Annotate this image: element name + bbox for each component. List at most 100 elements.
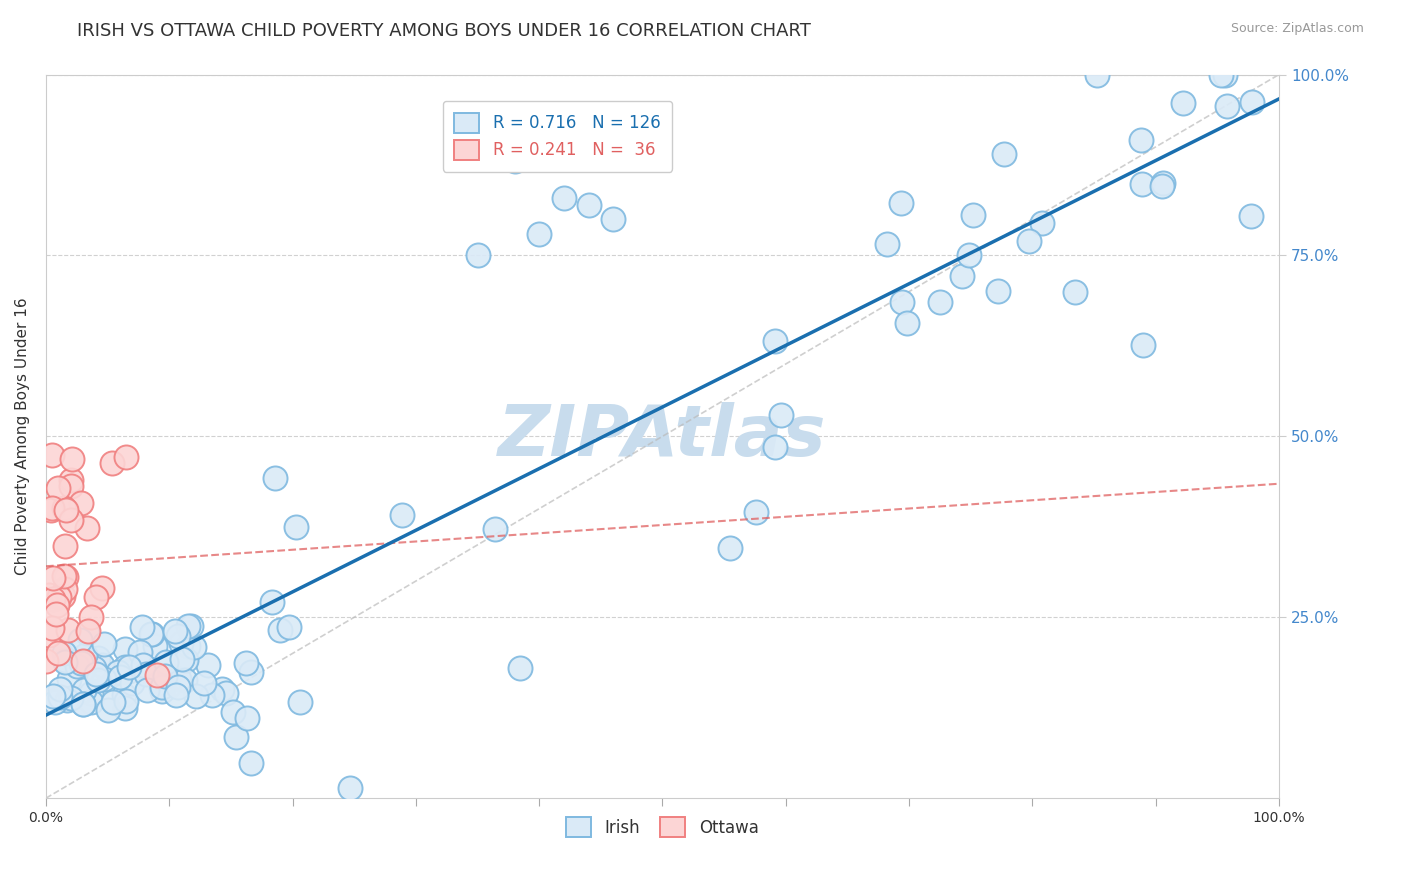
- Point: [84, 667, 107, 681]
- Point: [93, 638, 115, 652]
- Point: [211, 682, 233, 697]
- Point: [155, 668, 177, 682]
- Point: [143, 640, 166, 654]
- Point: [101, 457, 124, 471]
- Point: [1171, 96, 1194, 111]
- Point: [201, 688, 224, 702]
- Point: [1130, 178, 1153, 192]
- Point: [80, 695, 103, 709]
- Point: [56, 623, 79, 637]
- Point: [236, 711, 259, 725]
- Point: [150, 680, 173, 694]
- Point: [193, 676, 215, 690]
- Point: [135, 666, 157, 681]
- Point: [83, 662, 105, 676]
- Point: [55, 693, 77, 707]
- Point: [962, 208, 984, 222]
- Y-axis label: Child Poverty Among Boys Under 16: Child Poverty Among Boys Under 16: [15, 298, 30, 575]
- Point: [950, 269, 973, 284]
- Point: [235, 657, 257, 671]
- Point: [114, 642, 136, 657]
- Point: [49, 681, 72, 696]
- Point: [59, 478, 82, 492]
- Point: [183, 640, 205, 654]
- Point: [139, 627, 162, 641]
- Point: [45, 598, 67, 612]
- Point: [55, 653, 77, 667]
- Point: [101, 695, 124, 709]
- Point: [107, 665, 129, 680]
- Point: [53, 539, 76, 553]
- Point: [110, 670, 132, 684]
- Point: [239, 756, 262, 771]
- Point: [72, 697, 94, 711]
- Point: [60, 451, 83, 466]
- Point: [150, 681, 173, 695]
- Point: [177, 640, 200, 654]
- Point: [929, 294, 952, 309]
- Point: [97, 702, 120, 716]
- Point: [90, 581, 112, 595]
- Point: [288, 695, 311, 709]
- Point: [157, 680, 180, 694]
- Point: [167, 680, 190, 694]
- Point: [39, 503, 62, 517]
- Point: [553, 190, 575, 204]
- Point: [269, 623, 291, 637]
- Point: [890, 294, 912, 309]
- Point: [132, 657, 155, 672]
- Point: [1085, 68, 1108, 82]
- Point: [93, 672, 115, 686]
- Point: [170, 651, 193, 665]
- Text: ZIPAtlas: ZIPAtlas: [498, 401, 827, 471]
- Point: [150, 683, 173, 698]
- Point: [72, 683, 94, 698]
- Point: [59, 513, 82, 527]
- Point: [118, 664, 141, 678]
- Point: [155, 655, 177, 669]
- Point: [484, 522, 506, 536]
- Point: [262, 594, 284, 608]
- Point: [41, 621, 63, 635]
- Point: [52, 501, 75, 516]
- Point: [136, 682, 159, 697]
- Point: [87, 673, 110, 688]
- Point: [72, 654, 94, 668]
- Point: [1132, 337, 1154, 351]
- Point: [38, 588, 60, 602]
- Text: IRISH VS OTTAWA CHILD POVERTY AMONG BOYS UNDER 16 CORRELATION CHART: IRISH VS OTTAWA CHILD POVERTY AMONG BOYS…: [77, 22, 811, 40]
- Point: [83, 661, 105, 675]
- Point: [69, 656, 91, 670]
- Point: [48, 591, 70, 605]
- Point: [339, 780, 361, 795]
- Point: [60, 691, 83, 706]
- Point: [41, 570, 63, 584]
- Point: [53, 646, 76, 660]
- Point: [1152, 178, 1174, 193]
- Point: [41, 501, 63, 516]
- Point: [1152, 176, 1174, 190]
- Point: [41, 448, 63, 462]
- Point: [239, 665, 262, 680]
- Point: [70, 496, 93, 510]
- Point: [876, 237, 898, 252]
- Point: [91, 658, 114, 673]
- Point: [215, 686, 238, 700]
- Point: [84, 590, 107, 604]
- Point: [76, 626, 98, 640]
- Point: [987, 284, 1010, 298]
- Point: [170, 636, 193, 650]
- Point: [1129, 133, 1152, 147]
- Point: [284, 520, 307, 534]
- Point: [993, 146, 1015, 161]
- Point: [53, 655, 76, 669]
- Point: [114, 694, 136, 708]
- Point: [467, 248, 489, 262]
- Point: [770, 408, 793, 422]
- Point: [1213, 68, 1236, 82]
- Point: [527, 227, 550, 241]
- Point: [1018, 234, 1040, 248]
- Point: [763, 440, 786, 454]
- Point: [77, 624, 100, 639]
- Point: [141, 626, 163, 640]
